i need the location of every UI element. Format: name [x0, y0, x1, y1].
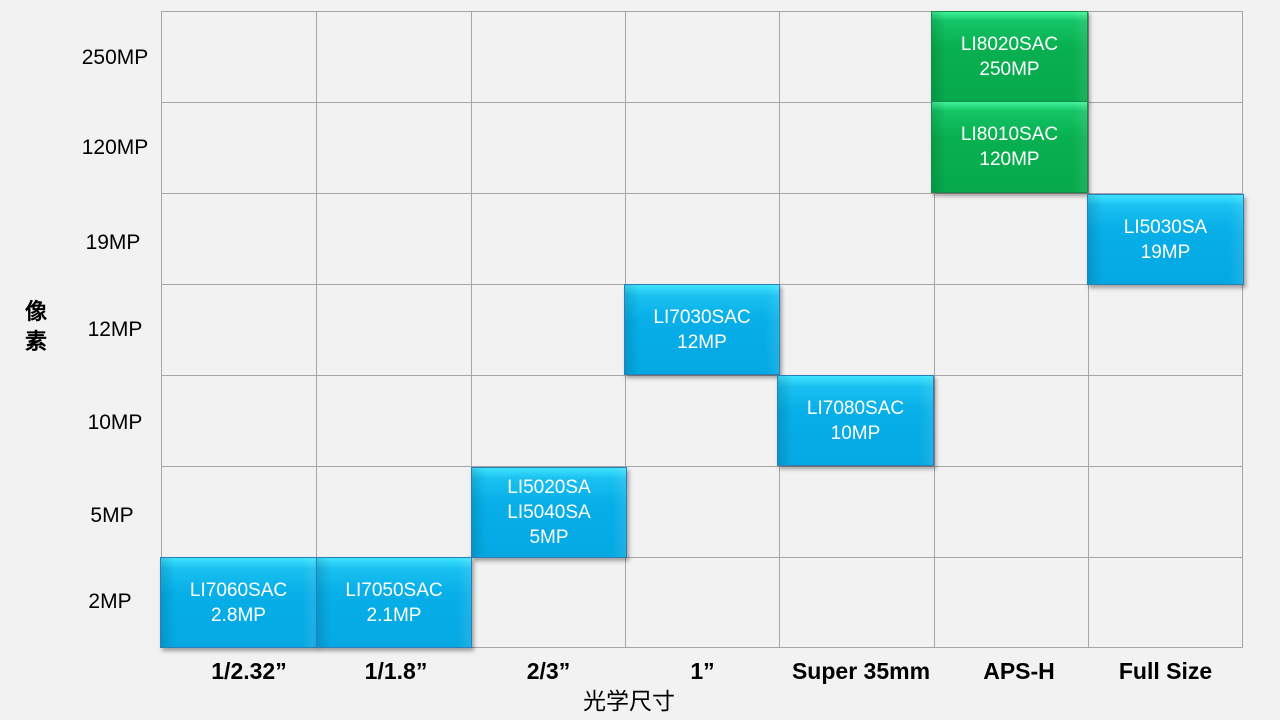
x-label-1-2-32: 1/2.32”	[211, 658, 287, 684]
sensor-model: LI7060SAC	[189, 579, 288, 601]
x-axis-title: 光学尺寸	[583, 689, 675, 715]
x-label-1-inch: 1”	[690, 658, 715, 684]
sensor-resolution: 250MP	[979, 58, 1040, 80]
sensor-resolution: 12MP	[677, 331, 727, 353]
sensor-resolution: 2.1MP	[366, 604, 422, 626]
grid-line	[1088, 11, 1089, 648]
sensor-resolution: 2.8MP	[211, 604, 266, 626]
sensor-box-li7080sac: LI7080SAC 10MP	[777, 375, 934, 466]
y-label-12mp: 12MP	[87, 318, 143, 341]
y-label-120mp: 120MP	[81, 136, 149, 159]
sensor-resolution: 19MP	[1140, 241, 1191, 263]
grid-line	[161, 375, 1243, 376]
sensor-model: LI7050SAC	[345, 579, 443, 601]
sensor-box-li7050sac: LI7050SAC 2.1MP	[316, 557, 472, 648]
sensor-resolution: 10MP	[830, 422, 881, 444]
sensor-resolution: 5MP	[529, 527, 569, 548]
grid-frame	[161, 11, 1243, 648]
sensor-box-li7030sac: LI7030SAC 12MP	[624, 284, 780, 375]
sensor-resolution: 120MP	[979, 149, 1040, 170]
y-label-19mp: 19MP	[85, 231, 141, 254]
grid-line	[161, 466, 1243, 467]
y-label-2mp: 2MP	[88, 590, 132, 613]
y-axis-title: 像 素	[22, 298, 50, 358]
sensor-box-li7060sac: LI7060SAC 2.8MP	[160, 557, 317, 648]
sensor-box-li5020sa-li5040sa: LI5020SA LI5040SA 5MP	[471, 467, 627, 558]
x-label-aps-h: APS-H	[983, 658, 1055, 684]
grid-line	[161, 193, 1243, 194]
grid-line	[161, 557, 1243, 558]
sensor-box-li8020sac: LI8020SAC 250MP	[931, 11, 1088, 102]
sensor-model: LI7080SAC	[806, 397, 905, 419]
x-label-2-3: 2/3”	[526, 658, 571, 684]
sensor-model: LI5040SA	[507, 502, 591, 523]
sensor-box-li5030sa: LI5030SA 19MP	[1087, 194, 1244, 285]
sensor-box-li8010sac: LI8010SAC 120MP	[931, 101, 1088, 193]
sensor-model: LI8020SAC	[960, 33, 1059, 55]
y-label-250mp: 250MP	[81, 46, 149, 69]
sensor-model: LI7030SAC	[653, 306, 751, 328]
y-label-5mp: 5MP	[90, 504, 134, 527]
x-label-1-1-8: 1/1.8”	[364, 658, 428, 684]
grid-line	[161, 102, 1243, 103]
grid-line	[471, 11, 472, 648]
sensor-model: LI5030SA	[1123, 216, 1208, 238]
grid-line	[934, 11, 935, 648]
sensor-model: LI5020SA	[507, 477, 591, 498]
y-axis-title-char: 像	[24, 300, 47, 325]
x-label-super35: Super 35mm	[791, 658, 931, 684]
grid-line	[316, 11, 317, 648]
x-label-full-size: Full Size	[1118, 658, 1213, 684]
sensor-model: LI8010SAC	[960, 124, 1059, 145]
y-axis-title-char: 素	[24, 330, 47, 355]
y-label-10mp: 10MP	[87, 411, 143, 434]
